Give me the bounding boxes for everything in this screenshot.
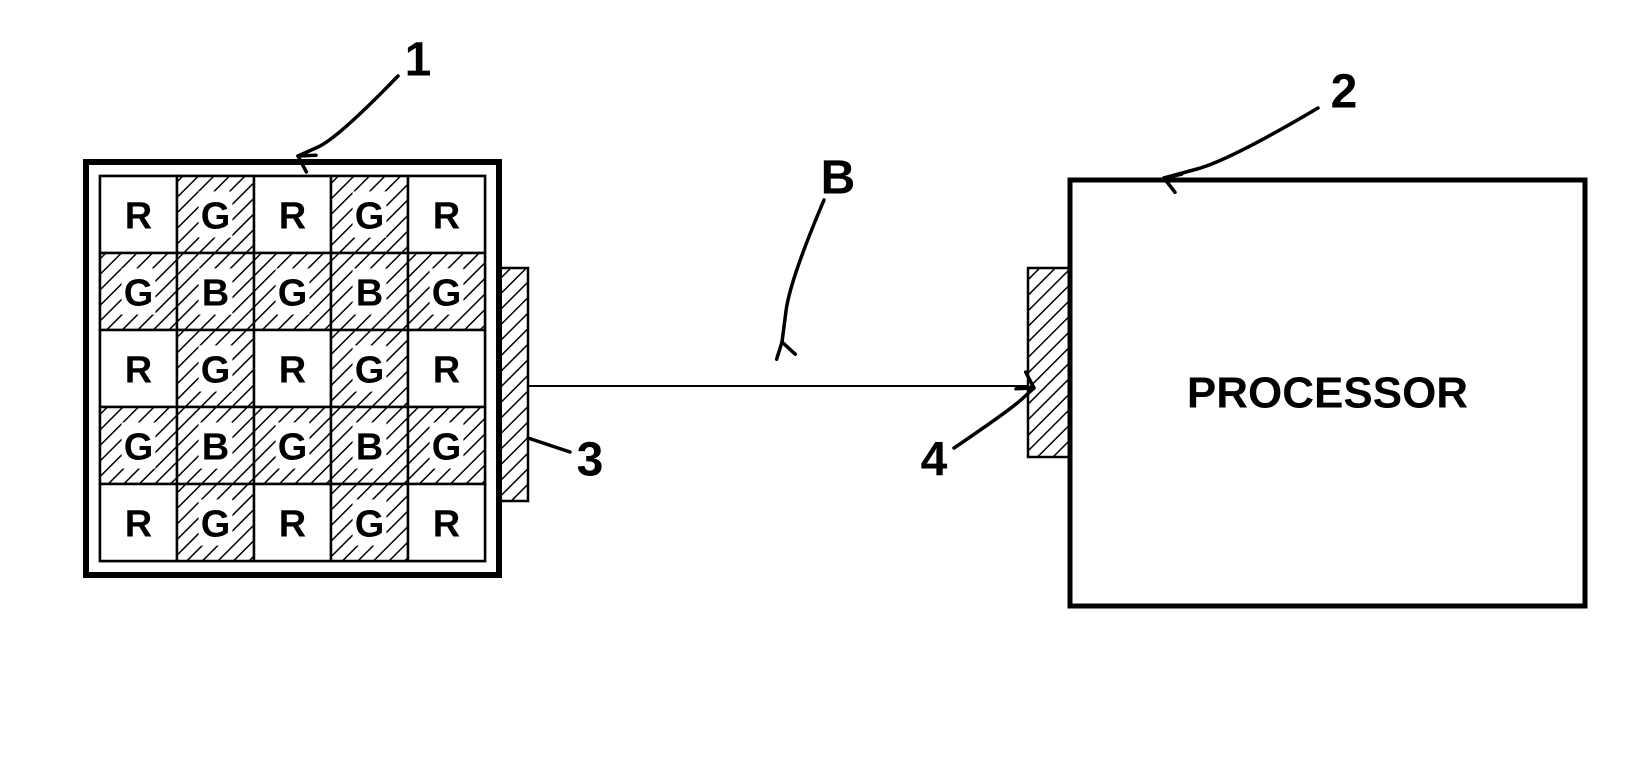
pixel-cell-label: G	[124, 273, 154, 315]
pixel-cell-label: G	[201, 196, 231, 238]
pixel-cell-label: G	[124, 427, 154, 469]
pixel-cell-label: R	[279, 350, 306, 392]
leader-arrowhead	[777, 342, 796, 359]
leader-line	[298, 76, 398, 156]
pixel-cell-label: R	[433, 504, 460, 546]
reference-label: 4	[921, 434, 948, 487]
pixel-cell-label: R	[279, 196, 306, 238]
processor-port	[1028, 268, 1070, 457]
pixel-cell-label: R	[279, 504, 306, 546]
pixel-cell-label: B	[356, 273, 383, 315]
pixel-cell-label: G	[201, 350, 231, 392]
leader-line	[528, 438, 570, 452]
pixel-cell-label: G	[432, 273, 462, 315]
pixel-cell-label: B	[356, 427, 383, 469]
pixel-cell-label: G	[355, 504, 385, 546]
pixel-cell-label: B	[202, 427, 229, 469]
reference-label: B	[821, 152, 856, 205]
pixel-cell-label: G	[355, 350, 385, 392]
leader-line	[954, 388, 1034, 448]
pixel-cell-label: R	[125, 350, 152, 392]
pixel-cell-label: R	[125, 196, 152, 238]
processor-label: PROCESSOR	[1187, 369, 1468, 418]
pixel-cell-label: G	[201, 504, 231, 546]
reference-label: 2	[1331, 66, 1358, 119]
reference-label: 3	[577, 434, 604, 487]
pixel-cell-label: R	[433, 350, 460, 392]
leader-line	[1164, 108, 1318, 178]
diagram-canvas: RGRGRGBGBGRGRGRGBGBGRGRGRPROCESSOR1234B	[0, 0, 1646, 759]
pixel-cell-label: G	[278, 273, 308, 315]
reference-label: 1	[405, 34, 432, 87]
pixel-cell-label: R	[433, 196, 460, 238]
pixel-cell-label: B	[202, 273, 229, 315]
pixel-cell-label: R	[125, 504, 152, 546]
pixel-cell-label: G	[278, 427, 308, 469]
leader-line	[782, 200, 824, 342]
pixel-cell-label: G	[355, 196, 385, 238]
pixel-cell-label: G	[432, 427, 462, 469]
